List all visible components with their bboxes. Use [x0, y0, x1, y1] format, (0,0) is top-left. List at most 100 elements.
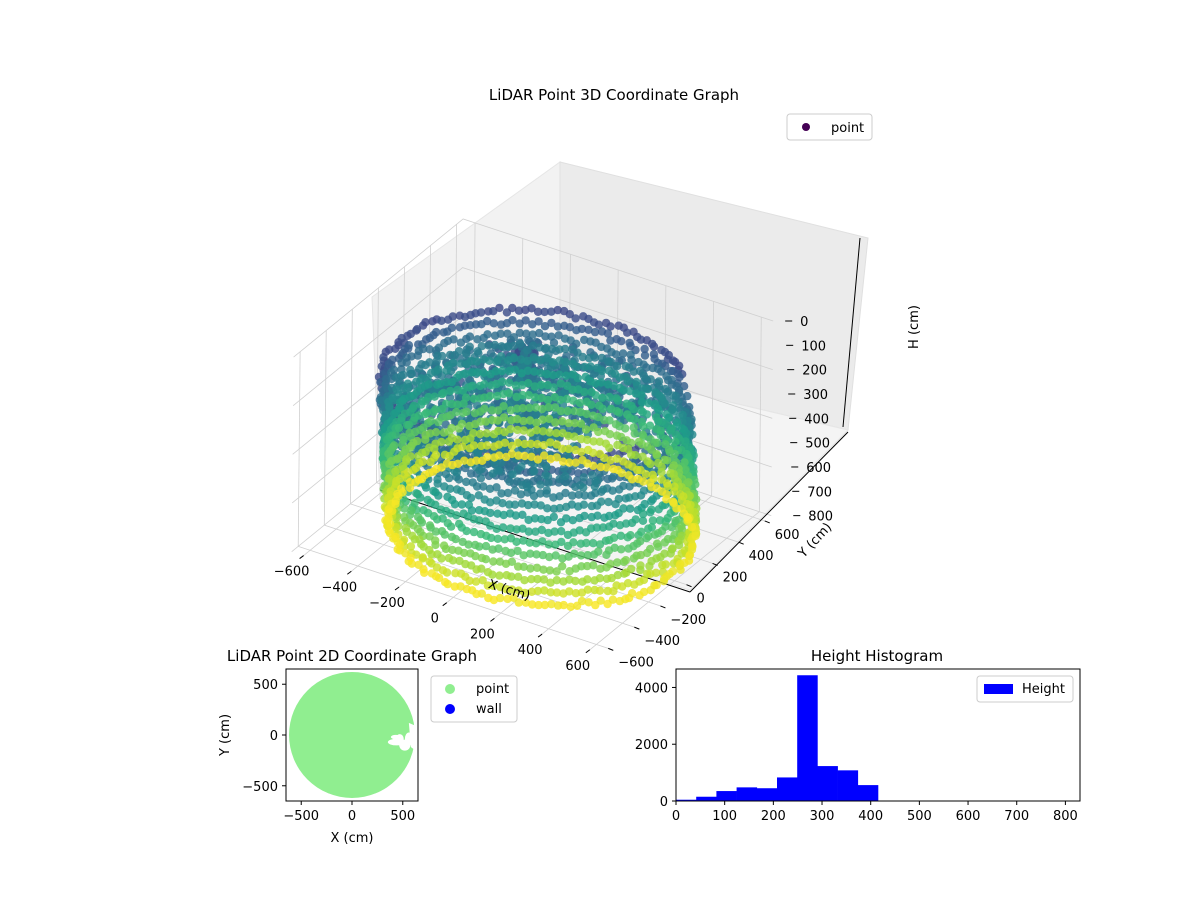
data-point [559, 457, 568, 466]
data-point [542, 463, 551, 472]
data-point [646, 435, 655, 444]
data-point [536, 480, 545, 489]
plot2d-legend: point wall [430, 675, 518, 723]
data-point [589, 437, 598, 446]
data-point [657, 345, 666, 355]
data-point [649, 350, 659, 359]
data-point [509, 341, 518, 351]
data-point [552, 567, 561, 576]
data-point [483, 330, 492, 339]
data-point [597, 353, 607, 363]
data-point [606, 336, 615, 345]
data-point [550, 527, 559, 536]
data-point [390, 441, 399, 450]
data-point [489, 307, 498, 316]
data-point [452, 485, 462, 494]
data-point [423, 495, 432, 505]
data-point [431, 428, 441, 437]
data-point [483, 568, 493, 577]
data-point [509, 353, 519, 363]
data-point [651, 388, 660, 397]
data-point [483, 452, 492, 461]
data-point [687, 523, 697, 532]
data-point [612, 454, 622, 463]
data-point [479, 482, 488, 491]
data-point [540, 586, 549, 595]
data-point [660, 549, 669, 558]
data-point [554, 331, 563, 340]
plot3d-legend: point [786, 113, 873, 141]
data-point [533, 440, 542, 449]
data-point [542, 369, 552, 379]
data-point [645, 421, 655, 430]
data-point [552, 588, 562, 597]
data-point [473, 335, 482, 344]
data-point [448, 545, 457, 555]
data-point [609, 464, 618, 474]
data-point [568, 359, 577, 368]
data-point [522, 346, 532, 355]
data-point [606, 560, 615, 569]
data-point [552, 576, 561, 585]
data-point [608, 486, 617, 495]
data-point [461, 348, 471, 358]
data-point [493, 534, 502, 543]
data-point [579, 500, 589, 509]
data-point [660, 455, 669, 464]
grid-line [298, 545, 609, 649]
data-point [647, 523, 657, 532]
data-point [624, 471, 633, 480]
data-point [576, 551, 586, 560]
data-point [595, 437, 604, 446]
data-point [495, 571, 504, 580]
data-point [453, 459, 462, 468]
y-tick-label: 500 [253, 678, 278, 693]
data-point [460, 456, 469, 465]
data-point [528, 320, 537, 329]
y-tick-mark [634, 626, 640, 630]
data-point [608, 595, 618, 604]
data-point [535, 343, 544, 352]
data-point [547, 307, 556, 316]
data-point [604, 357, 613, 366]
data-point [652, 580, 661, 590]
data-point [532, 418, 541, 427]
data-point [580, 491, 589, 500]
data-point [618, 349, 628, 358]
data-point [609, 533, 619, 542]
data-point [636, 550, 646, 560]
data-point [657, 475, 666, 484]
data-point [394, 423, 404, 433]
data-point [525, 538, 534, 547]
data-point [604, 380, 613, 389]
data-point [542, 486, 551, 495]
data-point [399, 512, 409, 522]
data-point [468, 478, 477, 487]
data-point [549, 512, 558, 522]
data-point [414, 560, 423, 569]
data-point [425, 557, 434, 566]
data-point [654, 377, 664, 386]
data-point [636, 537, 645, 546]
data-point [637, 417, 646, 426]
data-point [451, 569, 460, 578]
data-point [446, 386, 455, 396]
data-point [497, 489, 506, 498]
histogram-bar [837, 770, 859, 801]
data-point [456, 359, 466, 368]
data-point [523, 356, 532, 365]
data-point [568, 491, 577, 500]
data-point [388, 355, 397, 364]
data-point [495, 451, 504, 460]
data-point [593, 511, 602, 520]
data-point [536, 489, 545, 498]
data-point [457, 500, 467, 509]
data-point [652, 413, 661, 422]
data-point [644, 399, 653, 408]
data-point [538, 415, 547, 424]
data-point [413, 512, 423, 522]
x-tick-label: 200 [470, 627, 495, 642]
grid-line [324, 524, 635, 628]
data-point [510, 486, 520, 495]
